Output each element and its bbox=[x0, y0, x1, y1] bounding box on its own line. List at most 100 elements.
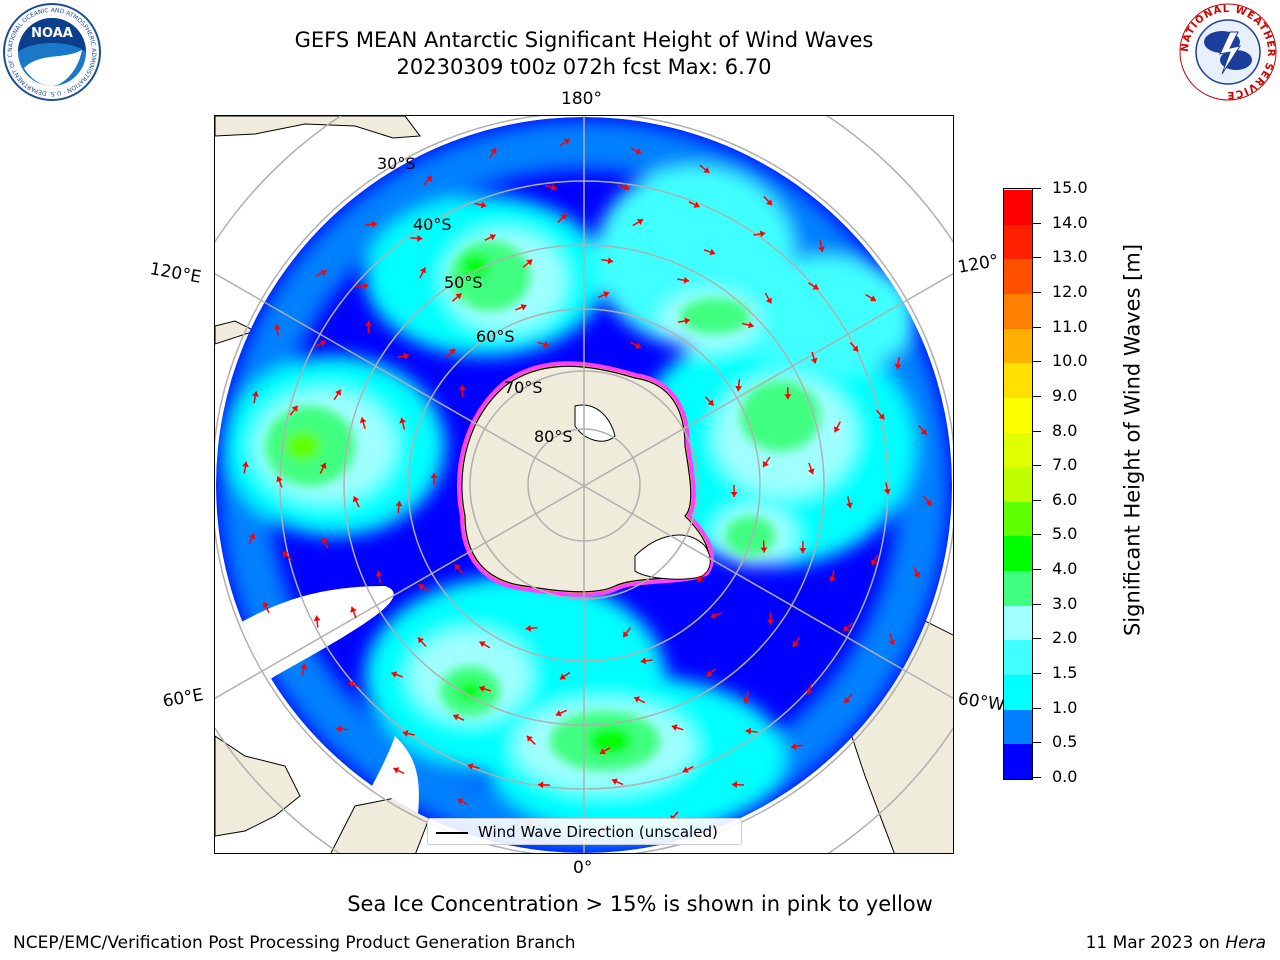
wind-arrow-head bbox=[276, 476, 283, 483]
colorbar-title: Significant Height of Wind Waves [m] bbox=[1120, 243, 1145, 637]
wind-arrow-head bbox=[467, 763, 474, 770]
wind-arrow-head bbox=[457, 798, 464, 805]
wind-arrow-head bbox=[336, 725, 342, 733]
map-panel: 30°S 40°S 50°S 60°S 70°S 80°S bbox=[214, 115, 954, 854]
wind-arrow-head bbox=[419, 267, 427, 274]
colorbar-tick-label: 15.0 bbox=[1052, 178, 1088, 197]
wind-arrow-head bbox=[703, 166, 710, 173]
wind-arrow-head bbox=[767, 619, 775, 625]
colorbar-tick bbox=[1033, 222, 1041, 224]
wind-arrow-head bbox=[454, 564, 461, 571]
wind-arrow-head bbox=[607, 257, 614, 265]
colorbar-tick-label: 5.0 bbox=[1052, 524, 1078, 544]
colorbar-tick-label: 6.0 bbox=[1052, 489, 1078, 509]
wind-arrow-head bbox=[375, 570, 383, 577]
noaa-logo: NOAA NATIONAL OCEANIC AND ATMOSPHERIC AD… bbox=[2, 2, 101, 101]
colorbar-tick bbox=[1033, 673, 1041, 675]
wind-arrow-head bbox=[913, 571, 921, 578]
wind-arrow-head bbox=[359, 417, 367, 424]
wind-arrow-head bbox=[559, 673, 567, 680]
colorbar-tick bbox=[1033, 465, 1041, 467]
wind-arrow-head bbox=[766, 199, 773, 206]
wind-arrow-head bbox=[560, 214, 567, 221]
svg-text:NOAA: NOAA bbox=[31, 26, 73, 41]
colorbar-segment bbox=[1004, 293, 1032, 329]
colorbar-tick bbox=[1033, 534, 1041, 536]
wind-arrow-head bbox=[683, 276, 690, 284]
wind-arrow-head bbox=[489, 234, 496, 241]
wind-arrow-head bbox=[282, 551, 289, 558]
lon-label-180: 180° bbox=[561, 89, 602, 109]
wind-arrow-head bbox=[883, 488, 891, 495]
wind-arrow-head bbox=[365, 320, 373, 326]
colorbar-tick-label: 10.0 bbox=[1052, 351, 1088, 371]
colorbar-tick-label: 14.0 bbox=[1052, 212, 1088, 232]
wind-arrow-head bbox=[671, 724, 678, 731]
legend-label: Wind Wave Direction (unscaled) bbox=[478, 823, 718, 841]
colorbar-tick bbox=[1033, 430, 1041, 432]
colorbar-tick bbox=[1033, 361, 1041, 363]
latitude-labels: 30°S 40°S 50°S 60°S 70°S 80°S bbox=[377, 154, 573, 446]
wind-arrow-head bbox=[402, 730, 409, 737]
colorbar-segment bbox=[1004, 189, 1032, 225]
lat-label-70s: 70°S bbox=[504, 378, 543, 397]
wind-arrow-head bbox=[526, 259, 533, 266]
graticule bbox=[215, 116, 953, 853]
wind-arrow-head bbox=[449, 349, 456, 355]
colorbar-tick bbox=[1033, 395, 1041, 397]
colorbar-segment bbox=[1004, 743, 1032, 779]
wind-arrow-head bbox=[707, 399, 714, 406]
colorbar-segment bbox=[1004, 535, 1032, 572]
wind-arrow-head bbox=[735, 385, 743, 392]
wind-arrow-head bbox=[418, 584, 425, 591]
wind-arrow-head bbox=[706, 670, 713, 677]
wind-arrow-head bbox=[555, 710, 562, 717]
wind-arrow-head bbox=[925, 499, 932, 506]
wind-arrow-head bbox=[844, 697, 851, 704]
colorbar-tick-label: 0.0 bbox=[1052, 767, 1078, 786]
lon-label-0: 0° bbox=[573, 858, 593, 878]
wind-arrow-head bbox=[334, 389, 341, 396]
wind-arrow-head bbox=[731, 781, 738, 789]
lat-label-30s: 30°S bbox=[377, 154, 416, 173]
colorbar-tick-label: 9.0 bbox=[1052, 385, 1078, 405]
wind-arrow-head bbox=[806, 688, 813, 695]
wind-arrow-head bbox=[760, 547, 768, 553]
wind-arrow-head bbox=[362, 282, 369, 290]
wind-arrow-head bbox=[871, 559, 878, 566]
wind-arrow-head bbox=[526, 735, 533, 742]
wind-arrow-head bbox=[697, 576, 704, 583]
wind-arrow-head bbox=[321, 537, 329, 544]
colorbar-segment bbox=[1004, 605, 1032, 641]
wind-arrow-head bbox=[684, 317, 690, 325]
colorbar-segment bbox=[1004, 224, 1032, 260]
colorbar-tick bbox=[1033, 777, 1041, 778]
wind-arrow-head bbox=[403, 352, 410, 360]
colorbar-tick-label: 11.0 bbox=[1052, 316, 1088, 336]
colorbar-tick-label: 12.0 bbox=[1052, 281, 1088, 301]
wind-arrow-head bbox=[817, 246, 825, 252]
lon-label-60w: 60°W bbox=[956, 689, 1006, 716]
wind-arrow-head bbox=[479, 685, 486, 693]
map-legend: Wind Wave Direction (unscaled) bbox=[427, 818, 742, 845]
wind-arrow-head bbox=[743, 697, 750, 704]
colorbar-tick bbox=[1033, 707, 1041, 709]
wind-arrow-head bbox=[300, 663, 308, 670]
machine-name: Hera bbox=[1225, 933, 1266, 953]
colorbar-segment bbox=[1004, 397, 1032, 433]
wind-arrow-head bbox=[623, 631, 629, 638]
colorbar-segment bbox=[1004, 501, 1032, 537]
wind-arrow-head bbox=[763, 460, 769, 468]
wind-arrow-head bbox=[371, 220, 378, 228]
colorbar-tick-label: 3.0 bbox=[1052, 593, 1078, 613]
wind-arrow-head bbox=[812, 283, 819, 290]
wind-arrow-head bbox=[888, 639, 896, 646]
colorbar-tick bbox=[1033, 603, 1041, 605]
wind-arrow-head bbox=[391, 671, 398, 678]
colorbar-segment bbox=[1004, 362, 1032, 398]
lat-label-80s: 80°S bbox=[534, 427, 573, 446]
lat-label-60s: 60°S bbox=[476, 327, 515, 346]
wind-arrow-head bbox=[399, 417, 407, 424]
colorbar-tick bbox=[1033, 742, 1041, 744]
wind-arrow-head bbox=[251, 391, 259, 397]
